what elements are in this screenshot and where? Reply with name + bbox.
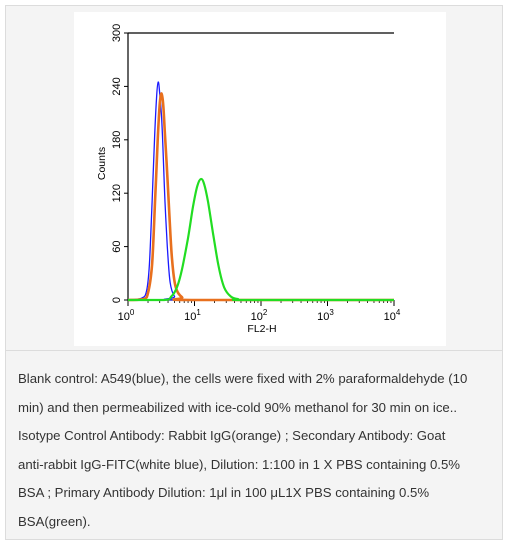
x-tick-label: 103 xyxy=(317,308,334,323)
caption-line: anti-rabbit IgG-FITC(white blue), Diluti… xyxy=(18,456,461,472)
x-tick-exponent: 1 xyxy=(196,308,201,317)
figure-caption: Blank control: A549(blue), the cells wer… xyxy=(18,365,492,536)
caption-line: BSA(green). xyxy=(18,513,91,529)
caption-line: min) and then permeabilized with ice-col… xyxy=(18,399,458,415)
figure-area xyxy=(6,6,502,351)
y-tick-label: 300 xyxy=(111,24,123,42)
y-tick-label: 240 xyxy=(111,77,123,95)
caption-line: Blank control: A549(blue), the cells wer… xyxy=(18,371,468,386)
x-tick-exponent: 4 xyxy=(396,308,401,317)
y-tick-label: 120 xyxy=(111,184,123,202)
y-tick-label: 0 xyxy=(111,297,123,303)
plot-background xyxy=(74,12,446,346)
x-tick-exponent: 0 xyxy=(130,308,135,317)
x-tick-exponent: 3 xyxy=(329,308,334,317)
y-axis-label: Counts xyxy=(96,147,108,180)
x-tick-label: 102 xyxy=(251,308,268,323)
y-tick-label: 60 xyxy=(111,240,123,252)
caption-line: BSA ; Primary Antibody Dilution: 1μl in … xyxy=(18,485,430,500)
x-tick-label: 100 xyxy=(118,308,135,323)
x-tick-label: 101 xyxy=(184,308,201,323)
x-tick-base: 10 xyxy=(384,311,396,323)
series-line-2 xyxy=(127,177,394,302)
x-tick-base: 10 xyxy=(317,311,329,323)
x-tick-label: 104 xyxy=(384,308,401,323)
x-tick-exponent: 2 xyxy=(263,308,268,317)
x-axis-label: FL2-H xyxy=(247,323,276,335)
x-tick-base: 10 xyxy=(118,311,130,323)
x-tick-base: 10 xyxy=(251,311,263,323)
series-line-1 xyxy=(127,92,394,302)
x-tick-base: 10 xyxy=(184,311,196,323)
caption-line: Isotype Control Antibody: Rabbit IgG(ora… xyxy=(18,428,446,443)
figure-card: 0 60 120 180 240 300 Counts 100 101 102 103 104 FL2-… xyxy=(5,5,503,540)
y-tick-label: 180 xyxy=(111,131,123,149)
